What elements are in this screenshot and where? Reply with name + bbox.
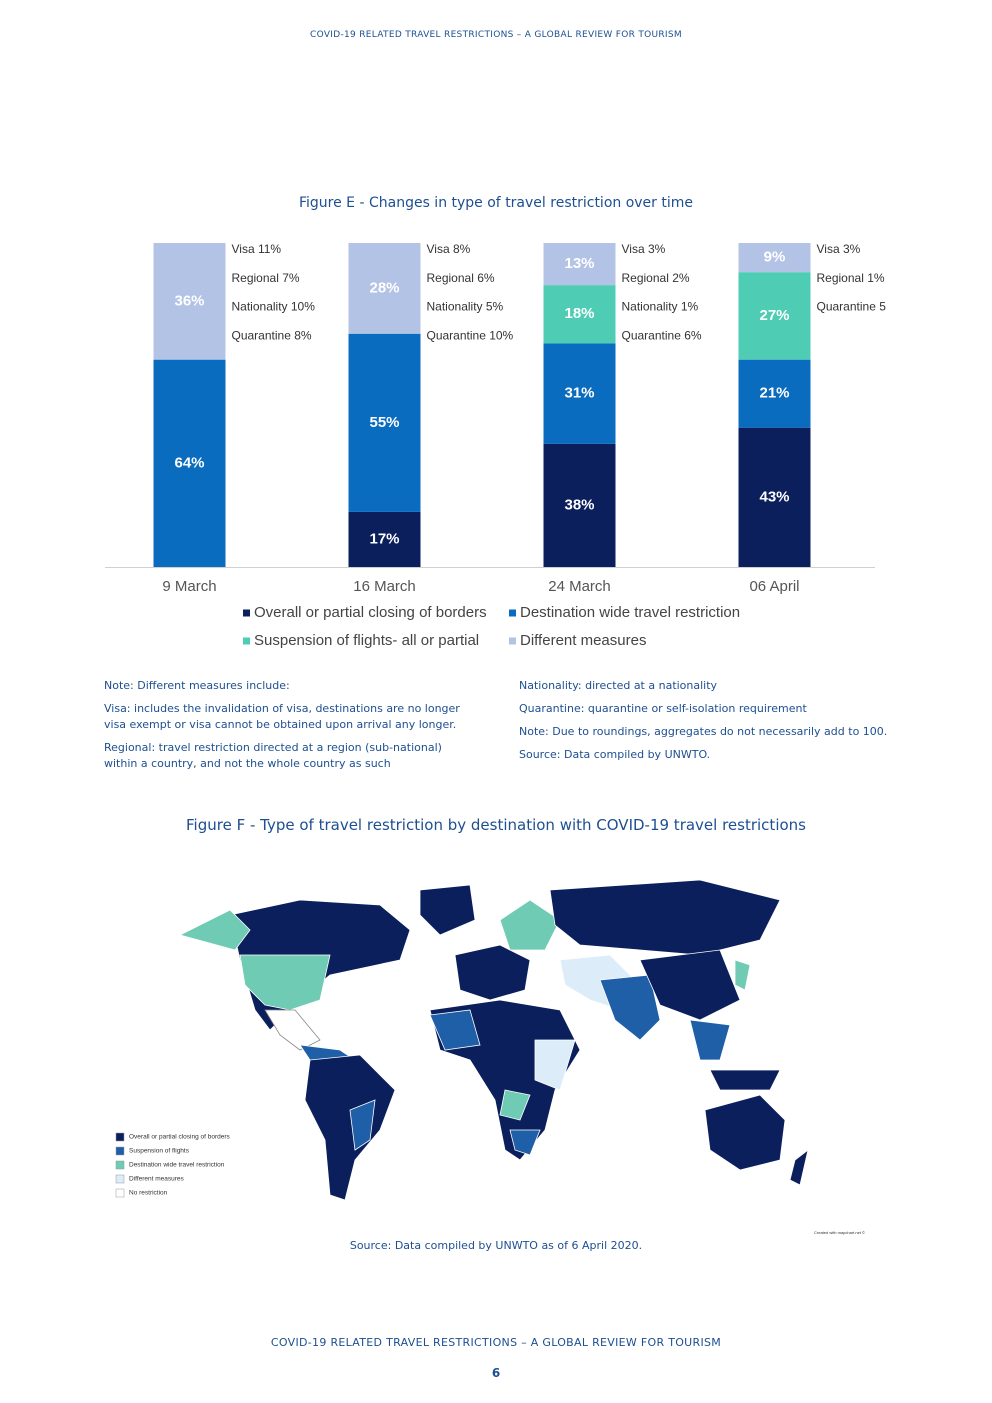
figure-title: Figure E - Changes in type of travel res… [298, 195, 694, 211]
bar-segment [738, 243, 811, 273]
header: COVID-19 RELATED TRAVEL RESTRICTIONS – A… [310, 30, 682, 40]
bar-segment [543, 285, 616, 344]
map-legend-swatch [115, 1132, 125, 1142]
x-tick-label: 16 March [353, 578, 416, 595]
legend-swatch [509, 609, 516, 617]
annotation: Quarantine 8% [232, 328, 312, 342]
annotation: Nationality 1% [622, 300, 699, 314]
map-legend-label: Suspension of flights [129, 1148, 190, 1155]
note: Regional: travel restriction directed at… [104, 741, 442, 770]
annotation: Visa 11% [232, 242, 282, 256]
map-legend-label: No restriction [129, 1190, 168, 1197]
value-label: 31% [564, 385, 594, 402]
value-label: 28% [369, 279, 399, 296]
value-label: 9% [764, 249, 786, 266]
notes-left: Note: Different measures include: Visa: … [104, 678, 474, 779]
legend-swatch [243, 637, 250, 645]
note: Visa: includes the invalidation of visa,… [104, 702, 460, 731]
annotation: Visa 3% [817, 242, 861, 256]
legend-swatch [243, 609, 250, 617]
bar-segment [348, 243, 421, 334]
bar-segment [153, 359, 226, 567]
figure-title: Figure F - Type of travel restriction by… [186, 816, 806, 834]
legend-label: Different measures [520, 632, 646, 649]
source: Source: Data compiled by UNWTO as of 6 A… [349, 1239, 643, 1252]
value-label: 18% [564, 305, 594, 322]
legend-swatch [509, 637, 516, 645]
annotation: Regional 2% [622, 271, 690, 285]
bar-segment [153, 243, 226, 360]
legend-label: Overall or partial closing of borders [254, 604, 487, 621]
value-label: 38% [564, 496, 594, 513]
annotation: Nationality 5% [427, 300, 504, 314]
x-tick-label: 24 March [548, 578, 611, 595]
value-label: 17% [369, 530, 399, 547]
value-label: 21% [759, 385, 789, 402]
annotation: Nationality 10% [232, 300, 316, 314]
annotation: Regional 7% [232, 271, 300, 285]
note: Note: Different measures include: [104, 679, 290, 692]
bar-segment [738, 427, 811, 567]
map-legend-swatch [115, 1160, 125, 1170]
map-legend-label: Different measures [129, 1176, 185, 1183]
value-label: 43% [759, 488, 789, 505]
map-legend-swatch [115, 1174, 125, 1184]
value-label: 36% [174, 292, 204, 309]
bar-segment [348, 333, 421, 512]
annotation: Quarantine 6% [622, 328, 702, 342]
world-map [178, 879, 809, 1201]
note: Quarantine: quarantine or self-isolation… [519, 702, 807, 715]
note: Note: Due to roundings, aggregates do no… [519, 725, 888, 738]
map-credit: Created with mapchart.net © [814, 1230, 865, 1235]
bar-segment [543, 343, 616, 444]
annotation: Regional 6% [427, 271, 495, 285]
annotation: Visa 3% [622, 242, 666, 256]
annotation: Regional 1% [817, 271, 885, 285]
bar-segment [348, 511, 421, 567]
value-label: 27% [759, 307, 789, 324]
legend-label: Suspension of flights- all or partial [254, 632, 479, 649]
bar-segment [738, 359, 811, 428]
value-label: 64% [174, 454, 204, 471]
value-label: 55% [369, 414, 399, 431]
legend-label: Destination wide travel restriction [520, 604, 740, 621]
annotation: Quarantine 10% [427, 328, 514, 342]
map-legend-swatch [115, 1188, 125, 1198]
chart: 64% 36% 9 March Visa 11% Regional 7% National… [105, 242, 887, 649]
page-number: 6 [491, 1366, 501, 1380]
bar-segment [738, 272, 811, 360]
map-legend-swatch [115, 1146, 125, 1156]
notes-right: Nationality: directed at a nationality Q… [519, 678, 889, 770]
bar-segment [543, 443, 616, 567]
annotation: Visa 8% [427, 242, 471, 256]
x-tick-label: 06 April [749, 578, 799, 595]
footer: COVID-19 RELATED TRAVEL RESTRICTIONS – A… [270, 1336, 722, 1349]
map-legend-label: Overall or partial closing of borders [129, 1134, 231, 1141]
map-legend-label: Destination wide travel restriction [129, 1162, 225, 1169]
note: Source: Data compiled by UNWTO. [519, 748, 711, 761]
annotation: Quarantine 5 [817, 300, 887, 314]
value-label: 13% [564, 255, 594, 272]
note: Nationality: directed at a nationality [519, 679, 718, 692]
x-tick-label: 9 March [162, 578, 216, 595]
bar-segment [543, 243, 616, 286]
